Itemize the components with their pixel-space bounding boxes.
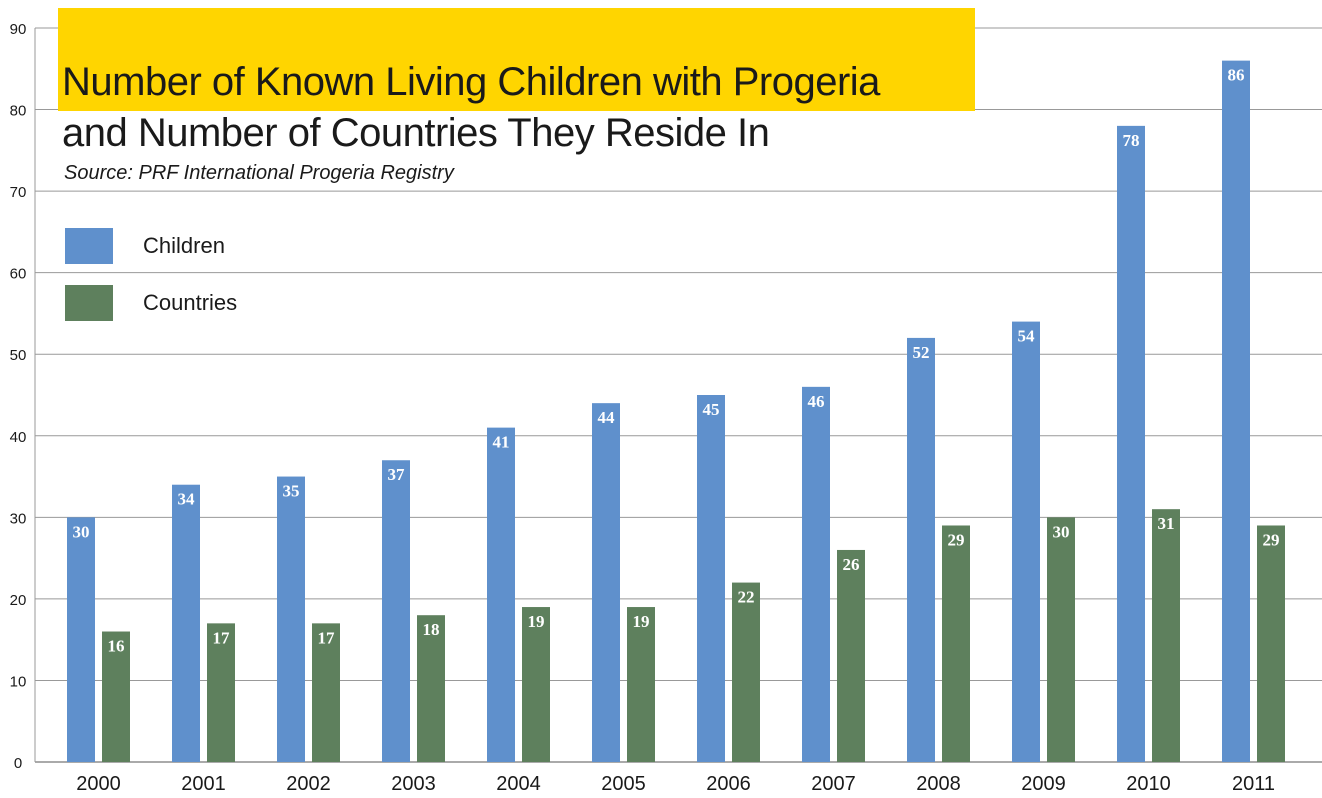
bar-countries-2006 bbox=[732, 582, 760, 762]
data-label-children-2009: 54 bbox=[1018, 327, 1036, 346]
data-label-countries-2007: 26 bbox=[843, 555, 860, 574]
bar-countries-2002 bbox=[312, 623, 340, 762]
data-label-children-2008: 52 bbox=[913, 343, 930, 362]
bar-children-2000 bbox=[67, 517, 95, 762]
data-label-children-2011: 86 bbox=[1228, 66, 1245, 85]
x-tick-label-2008: 2008 bbox=[916, 773, 961, 795]
x-tick-label-2001: 2001 bbox=[181, 773, 226, 795]
legend-label-children: Children bbox=[143, 233, 225, 258]
chart-subtitle: Source: PRF International Progeria Regis… bbox=[64, 162, 454, 184]
bar-countries-2003 bbox=[417, 615, 445, 762]
bar-countries-2007 bbox=[837, 549, 865, 762]
data-label-countries-2011: 29 bbox=[1263, 530, 1280, 549]
x-tick-label-2010: 2010 bbox=[1126, 773, 1171, 795]
data-label-children-2010: 78 bbox=[1123, 131, 1140, 150]
bar-children-2002 bbox=[277, 476, 305, 762]
bar-countries-2000 bbox=[102, 631, 130, 762]
y-tick-label-30: 30 bbox=[10, 510, 27, 527]
bar-children-2001 bbox=[172, 484, 200, 762]
y-tick-label-70: 70 bbox=[10, 184, 27, 201]
x-tick-label-2004: 2004 bbox=[496, 773, 541, 795]
data-label-countries-2003: 18 bbox=[423, 620, 440, 639]
bar-children-2009 bbox=[1012, 321, 1040, 762]
data-label-children-2007: 46 bbox=[808, 392, 825, 411]
legend-swatch-countries bbox=[65, 285, 113, 321]
bar-countries-2008 bbox=[942, 525, 970, 762]
y-tick-label-60: 60 bbox=[10, 266, 27, 283]
x-tick-label-2006: 2006 bbox=[706, 773, 751, 795]
data-label-countries-2002: 17 bbox=[318, 628, 336, 647]
title-highlight bbox=[58, 8, 975, 111]
data-label-children-2000: 30 bbox=[73, 522, 90, 541]
bar-countries-2004 bbox=[522, 607, 550, 762]
legend-item-children: Children bbox=[65, 228, 225, 264]
x-axis-ticks: 2000 2001 2002 2003 2004 2005 2006 2007 2008 2009… bbox=[76, 773, 1275, 795]
y-tick-label-50: 50 bbox=[10, 347, 27, 364]
data-label-countries-2009: 30 bbox=[1053, 522, 1070, 541]
bar-countries-2010 bbox=[1152, 509, 1180, 762]
y-tick-label-0: 0 bbox=[14, 755, 22, 772]
data-label-children-2001: 34 bbox=[178, 490, 196, 509]
x-tick-label-2011: 2011 bbox=[1232, 773, 1275, 795]
data-label-countries-2008: 29 bbox=[948, 530, 965, 549]
data-label-children-2002: 35 bbox=[283, 482, 300, 501]
bar-countries-2005 bbox=[627, 607, 655, 762]
legend-label-countries: Countries bbox=[143, 290, 238, 315]
bars: 30 16 34 17 35 17 37 18 41 19 44 19 45 22 46 26 52 29 54 30… bbox=[67, 60, 1285, 763]
chart-title-line2: and Number of Countries They Reside In bbox=[62, 111, 770, 155]
data-label-countries-2000: 16 bbox=[108, 637, 125, 656]
bar-countries-2011 bbox=[1257, 525, 1285, 762]
x-tick-label-2002: 2002 bbox=[286, 773, 331, 795]
y-tick-label-20: 20 bbox=[10, 592, 27, 609]
x-tick-label-2005: 2005 bbox=[601, 773, 646, 795]
x-tick-label-2000: 2000 bbox=[76, 773, 121, 795]
bar-children-2011 bbox=[1222, 60, 1250, 763]
data-label-countries-2001: 17 bbox=[213, 628, 231, 647]
data-label-countries-2004: 19 bbox=[528, 612, 545, 631]
y-tick-label-90: 90 bbox=[10, 21, 27, 38]
data-label-countries-2006: 22 bbox=[738, 588, 755, 607]
bar-children-2007 bbox=[802, 386, 830, 762]
data-label-children-2006: 45 bbox=[703, 400, 720, 419]
bar-countries-2001 bbox=[207, 623, 235, 762]
y-tick-label-40: 40 bbox=[10, 429, 27, 446]
chart-title: Number of Known Living Children with Pro… bbox=[62, 60, 880, 104]
bar-children-2006 bbox=[697, 395, 725, 762]
data-label-children-2005: 44 bbox=[598, 408, 616, 427]
y-tick-label-80: 80 bbox=[10, 103, 27, 120]
data-label-countries-2005: 19 bbox=[633, 612, 650, 631]
legend-swatch-children bbox=[65, 228, 113, 264]
bar-countries-2009 bbox=[1047, 517, 1075, 762]
y-axis-ticks: 0 10 20 30 40 50 60 70 80 90 bbox=[10, 21, 27, 772]
x-tick-label-2003: 2003 bbox=[391, 773, 436, 795]
bar-children-2010 bbox=[1117, 125, 1145, 762]
data-label-children-2004: 41 bbox=[493, 433, 510, 452]
x-tick-label-2009: 2009 bbox=[1021, 773, 1066, 795]
y-tick-label-10: 10 bbox=[10, 673, 27, 690]
bar-children-2005 bbox=[592, 403, 620, 762]
data-label-children-2003: 37 bbox=[388, 465, 406, 484]
x-tick-label-2007: 2007 bbox=[811, 773, 856, 795]
bar-children-2003 bbox=[382, 460, 410, 762]
bar-children-2008 bbox=[907, 337, 935, 762]
bar-children-2004 bbox=[487, 427, 515, 762]
data-label-countries-2010: 31 bbox=[1158, 514, 1175, 533]
legend-item-countries: Countries bbox=[65, 285, 237, 321]
